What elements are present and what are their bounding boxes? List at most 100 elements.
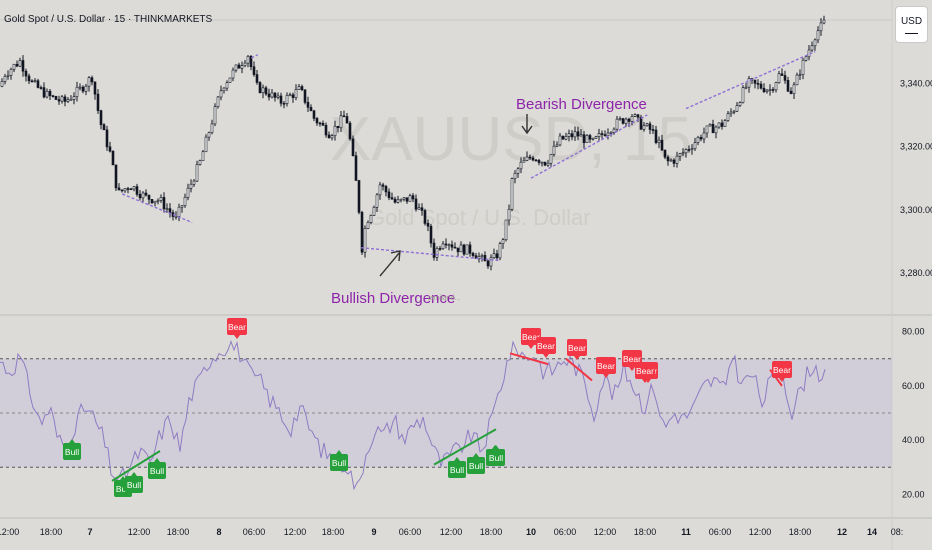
candle-down	[651, 129, 655, 131]
bull-signal: Bull	[148, 458, 166, 479]
price-tick-label: 3,340.00	[900, 78, 932, 88]
candle-down	[111, 150, 115, 166]
candle-up	[18, 60, 22, 67]
signal-label: Bull	[127, 480, 141, 490]
candle-up	[435, 248, 439, 258]
candle-down	[48, 90, 52, 96]
candle-down	[384, 185, 388, 193]
candle-up	[573, 131, 577, 138]
candle-down	[126, 188, 130, 190]
candle-up	[735, 105, 739, 112]
candle-down	[600, 133, 604, 135]
candle-down	[486, 260, 490, 267]
candle-up	[669, 159, 673, 162]
signal-pointer	[543, 354, 549, 358]
candle-down	[168, 208, 172, 213]
candle-down	[342, 115, 346, 118]
candle-up	[228, 77, 232, 83]
candle-up	[141, 192, 145, 199]
currency-button[interactable]: USD	[895, 6, 928, 43]
candle-up	[6, 75, 10, 77]
candle-down	[252, 66, 256, 75]
candle-down	[108, 146, 112, 152]
candle-up	[261, 87, 265, 94]
time-tick-label: 10	[526, 527, 536, 537]
candle-down	[393, 198, 397, 203]
time-tick-label: 18:00	[40, 527, 63, 537]
candle-up	[723, 120, 727, 127]
candle-up	[522, 160, 526, 163]
candle-down	[429, 225, 433, 244]
signal-label: Bear	[568, 343, 586, 353]
bear-signal: Bear	[567, 339, 587, 360]
candle-down	[303, 89, 307, 103]
bull-signal: Bull	[467, 453, 485, 474]
candle-down	[27, 75, 31, 82]
candle-up	[798, 74, 802, 76]
candle-down	[531, 157, 535, 161]
signal-label: Bear	[636, 366, 654, 376]
candle-up	[72, 96, 76, 100]
candle-down	[687, 149, 691, 151]
price-tick-label: 3,300.00	[900, 205, 932, 215]
candle-down	[309, 107, 313, 112]
candle-up	[504, 219, 508, 241]
candle-down	[312, 110, 316, 119]
candle-up	[540, 161, 544, 164]
candle-up	[606, 132, 610, 136]
candle-up	[507, 208, 511, 221]
price-tick-label: 3,320.00	[900, 142, 932, 152]
bearish-divergence-line	[530, 114, 648, 179]
time-tick-label: 12:00	[128, 527, 151, 537]
candle-up	[633, 114, 637, 117]
candle-down	[318, 122, 322, 125]
candle-down	[51, 95, 55, 97]
candle-up	[567, 133, 571, 137]
candle-down	[249, 56, 253, 68]
candle-down	[258, 82, 262, 94]
time-tick-label: 06:00	[243, 527, 266, 537]
candle-down	[345, 116, 349, 124]
candle-up	[792, 84, 796, 94]
candle-down	[438, 248, 442, 250]
candle-down	[654, 129, 658, 143]
candle-up	[624, 118, 628, 124]
bull-signal: Bull	[63, 439, 81, 460]
candle-up	[285, 95, 289, 104]
candle-up	[693, 142, 697, 149]
candle-down	[279, 95, 283, 104]
candle-up	[546, 162, 550, 166]
candle-up	[552, 145, 556, 155]
signal-box	[330, 454, 348, 471]
candle-up	[3, 76, 7, 82]
candle-down	[117, 187, 121, 191]
candle-up	[87, 77, 91, 87]
candle-up	[726, 113, 730, 121]
candle-up	[498, 243, 502, 259]
candle-down	[15, 63, 19, 67]
candle-up	[477, 256, 481, 259]
candle-up	[297, 86, 301, 90]
candle-up	[201, 151, 205, 161]
candle-up	[813, 39, 817, 47]
signal-label: Bull	[332, 458, 346, 468]
candle-up	[657, 139, 661, 143]
candle-down	[36, 80, 40, 88]
time-tick-label: 9	[371, 527, 376, 537]
candle-up	[372, 207, 376, 216]
axes: 3,280.00 3,300.00 3,320.00 3,340.00 20.00 40.…	[0, 78, 932, 537]
candle-up	[810, 45, 814, 51]
signal-box	[227, 318, 247, 335]
candle-down	[405, 197, 409, 202]
time-tick-label: 18:00	[634, 527, 657, 537]
rsi-tick-label: 20.00	[902, 489, 925, 499]
candle-down	[495, 253, 499, 259]
time-tick-label: 06:00	[399, 527, 422, 537]
candle-up	[447, 244, 451, 247]
bull-signal: Bull	[448, 457, 466, 478]
candle-up	[714, 126, 718, 134]
signal-label: Bull	[450, 465, 464, 475]
candle-down	[672, 159, 676, 164]
candle-down	[426, 223, 430, 227]
signal-pointer	[131, 472, 137, 476]
